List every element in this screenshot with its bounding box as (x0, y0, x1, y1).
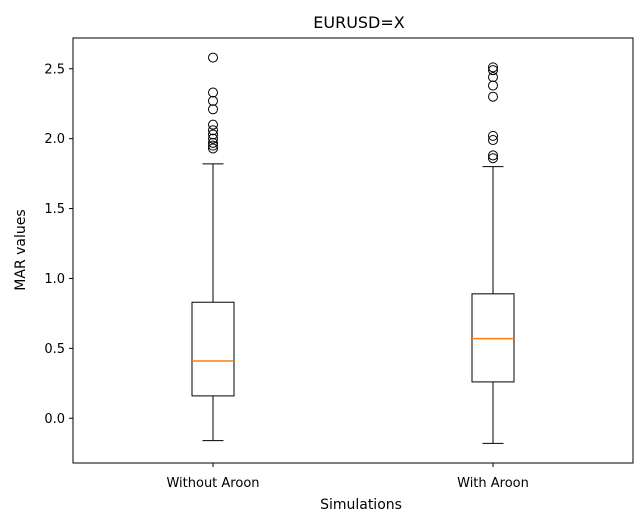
box-iqr (191, 301, 235, 397)
outlier-point (488, 72, 498, 83)
x-tick-label: With Aroon (457, 476, 529, 491)
outlier-point (488, 130, 498, 141)
outlier-point (488, 153, 498, 164)
outlier-point (208, 137, 218, 148)
outlier-point (488, 80, 498, 91)
outlier-point (208, 104, 218, 115)
y-tick-label: 2.0 (44, 132, 65, 147)
outlier-point (208, 133, 218, 144)
x-tick-label: Without Aroon (166, 476, 259, 491)
outlier-point (208, 140, 218, 151)
chart-title: EURUSD=X (313, 13, 405, 32)
outlier-point (208, 95, 218, 106)
outlier-point (488, 91, 498, 102)
y-axis-label: MAR values (13, 209, 29, 290)
outlier-point (488, 62, 498, 73)
y-tick-label: 0.5 (44, 342, 65, 357)
outlier-point (208, 143, 218, 154)
outlier-point (208, 125, 218, 136)
axes-frame (72, 37, 634, 464)
y-tick-label: 2.5 (44, 62, 65, 77)
y-tick-label: 1.5 (44, 202, 65, 217)
y-tick-label: 0.0 (44, 412, 65, 427)
plot-area: 0.0 0.5 1.0 1.5 2.0 2.5 Without Aroon With Aroo… (44, 52, 529, 491)
x-axis-label: Simulations (320, 497, 402, 511)
outlier-point (208, 87, 218, 98)
outlier-point (208, 129, 218, 140)
outlier-point (488, 65, 498, 76)
outlier-point (208, 52, 218, 63)
y-tick-label: 1.0 (44, 272, 65, 287)
outlier-point (208, 119, 218, 130)
outlier-point (488, 150, 498, 161)
outlier-point (488, 135, 498, 146)
